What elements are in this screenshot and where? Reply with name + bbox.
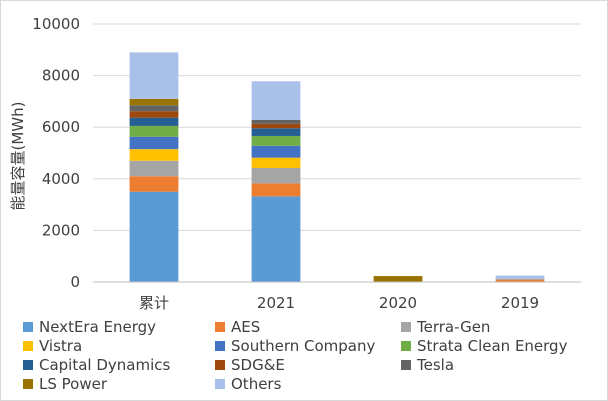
- legend-item-2: Terra-Gen: [401, 318, 490, 336]
- axes: 0 2000 4000 6000 8000 10000 累计 2021 2020 2019: [32, 15, 581, 312]
- bar-segment-2-0: [129, 160, 179, 177]
- legend-item-0: NextEra Energy: [23, 318, 156, 336]
- legend-swatch-6: [23, 360, 33, 370]
- y-axis-label: 能量容量(MWh): [9, 102, 27, 211]
- bar-segment-0-0: [129, 191, 179, 282]
- bar-segment-10-1: [251, 81, 301, 120]
- legend-swatch-10: [215, 379, 225, 389]
- legend-swatch-9: [23, 379, 33, 389]
- legend-swatch-4: [215, 341, 225, 351]
- bar-segment-7-1: [251, 123, 301, 129]
- legend-swatch-3: [23, 341, 33, 351]
- legend-item-3: Vistra: [23, 337, 82, 355]
- legend-label-5: Strata Clean Energy: [417, 337, 568, 355]
- bar-segment-8-1: [251, 119, 301, 124]
- legend-swatch-8: [401, 360, 411, 370]
- bar-segment-1-0: [129, 176, 179, 192]
- y-tick-label-4000: 4000: [42, 170, 80, 188]
- chart-plot: 0 2000 4000 6000 8000 10000 累计 2021 2020 2019 能量容…: [9, 15, 581, 312]
- bar-segment-5-1: [251, 135, 301, 146]
- x-tick-label-1: 2021: [257, 294, 295, 312]
- bar-segment-9-2: [373, 276, 423, 282]
- bar-segment-1-1: [251, 183, 301, 197]
- bar-segment-9-0: [129, 98, 179, 106]
- bar-segment-10-3: [495, 275, 545, 280]
- legend-swatch-5: [401, 341, 411, 351]
- legend-item-4: Southern Company: [215, 337, 375, 355]
- legend-swatch-7: [215, 360, 225, 370]
- y-tick-label-6000: 6000: [42, 118, 80, 136]
- legend-label-6: Capital Dynamics: [39, 356, 171, 374]
- legend: NextEra Energy AES Terra-Gen Vistra Southern…: [23, 318, 603, 398]
- x-tick-label-3: 2019: [501, 294, 539, 312]
- legend-item-9: LS Power: [23, 375, 107, 393]
- legend-item-8: Tesla: [401, 356, 454, 374]
- y-tick-label-8000: 8000: [42, 67, 80, 85]
- x-tick-label-2: 2020: [379, 294, 417, 312]
- bar-segment-3-0: [129, 149, 179, 161]
- bar-segment-0-1: [251, 196, 301, 282]
- legend-swatch-2: [401, 322, 411, 332]
- bar-segment-4-1: [251, 145, 301, 158]
- legend-item-6: Capital Dynamics: [23, 356, 170, 374]
- legend-label-2: Terra-Gen: [417, 318, 491, 336]
- bar-segment-3-1: [251, 157, 301, 168]
- legend-label-4: Southern Company: [231, 337, 376, 355]
- legend-label-9: LS Power: [39, 375, 107, 393]
- bar-segment-6-1: [251, 128, 301, 136]
- legend-label-0: NextEra Energy: [39, 318, 157, 336]
- bar-segment-5-0: [129, 125, 179, 137]
- bar-segment-2-1: [251, 167, 301, 184]
- legend-label-3: Vistra: [39, 337, 83, 355]
- legend-label-7: SDG&E: [231, 356, 285, 374]
- bar-segment-6-0: [129, 117, 179, 126]
- x-tick-label-0: 累计: [139, 294, 169, 312]
- bar-segment-10-0: [129, 52, 179, 99]
- legend-item-1: AES: [215, 318, 260, 336]
- legend-swatch-1: [215, 322, 225, 332]
- bar-segment-7-0: [129, 111, 179, 118]
- y-tick-label-2000: 2000: [42, 221, 80, 239]
- bar-segment-8-0: [129, 105, 179, 112]
- legend-label-10: Others: [231, 375, 282, 393]
- bar-segment-1-3: [495, 279, 545, 282]
- legend-label-1: AES: [231, 318, 261, 336]
- bars: [129, 52, 545, 282]
- legend-item-10: Others: [215, 375, 281, 393]
- bar-segment-4-0: [129, 136, 179, 150]
- y-tick-label-10000: 10000: [32, 15, 80, 33]
- legend-swatch-0: [23, 322, 33, 332]
- legend-item-7: SDG&E: [215, 356, 285, 374]
- legend-label-8: Tesla: [417, 356, 455, 374]
- legend-item-5: Strata Clean Energy: [401, 337, 567, 355]
- y-tick-label-0: 0: [70, 273, 80, 291]
